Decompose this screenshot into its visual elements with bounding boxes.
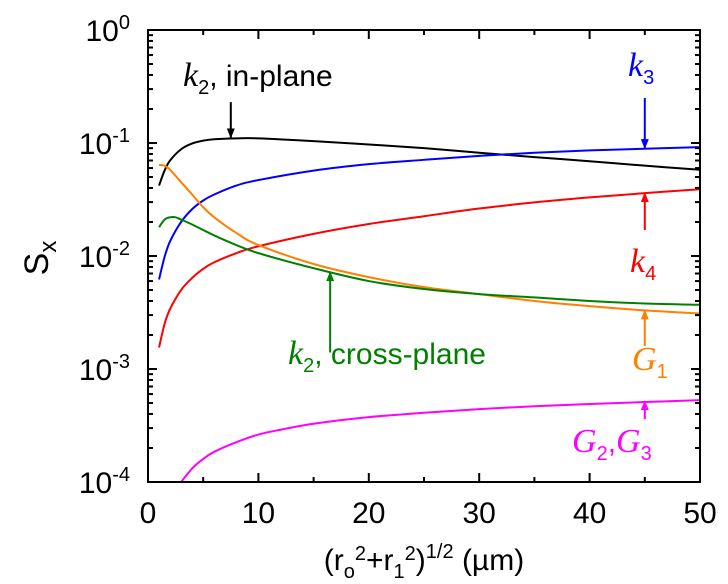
x-tick-label: 20 xyxy=(352,497,385,530)
series-line-3 xyxy=(158,163,700,315)
x-tick-label: 40 xyxy=(573,497,606,530)
y-tick-label: 10-4 xyxy=(79,464,130,500)
y-axis-label: Sx xyxy=(18,241,62,276)
series-line-5 xyxy=(180,399,700,482)
series-line-0 xyxy=(158,137,700,186)
annotation-k3: k3 xyxy=(628,47,654,89)
annotation-k4: k4 xyxy=(630,243,656,285)
ticks-layer xyxy=(147,29,701,483)
y-tick-label: 10-2 xyxy=(79,238,130,274)
annotation-k2-cross-plane: k2, cross-plane xyxy=(288,335,486,377)
y-tick-label: 10-1 xyxy=(79,125,130,161)
annotation-G1: G1 xyxy=(632,341,668,383)
x-tick-label: 0 xyxy=(140,497,157,530)
y-tick-label: 100 xyxy=(86,12,131,48)
annotation-G2G3: G2,G3 xyxy=(572,423,652,465)
series-line-4 xyxy=(158,216,700,306)
series-layer xyxy=(158,137,700,482)
annotation-k2-in-plane: k2, in-plane xyxy=(183,57,333,99)
series-line-2 xyxy=(158,188,700,348)
arrow-layer xyxy=(226,98,649,420)
x-tick-label: 30 xyxy=(463,497,496,530)
x-axis-label: (ro2+r12)1/2 (µm) xyxy=(324,541,524,583)
x-tick-label: 10 xyxy=(242,497,275,530)
series-line-1 xyxy=(158,146,700,280)
y-tick-label: 10-3 xyxy=(79,351,130,387)
x-tick-label: 50 xyxy=(683,497,716,530)
